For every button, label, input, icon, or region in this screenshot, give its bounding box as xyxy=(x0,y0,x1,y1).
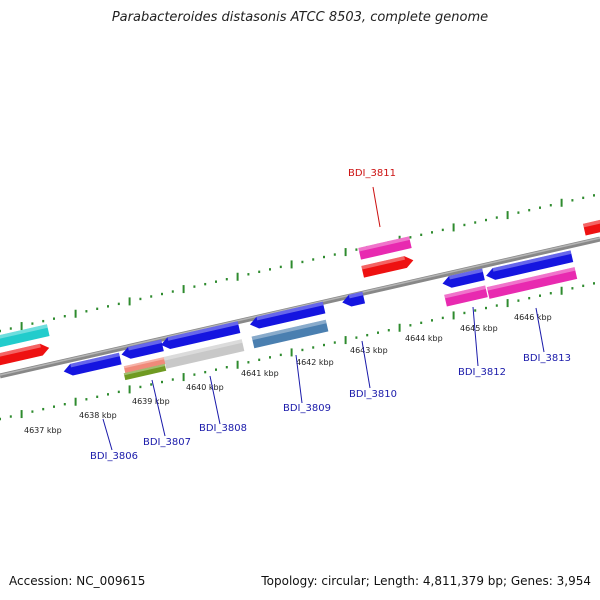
gene-bdi-3808-shine xyxy=(167,321,239,341)
feature-magenta-3812[interactable] xyxy=(444,285,488,307)
callout-line xyxy=(295,354,303,404)
gene-red-left[interactable] xyxy=(0,342,51,368)
gene-red-right-shine xyxy=(582,218,600,228)
feature-gray-body xyxy=(163,339,245,369)
gene-bdi-3810-body xyxy=(342,291,366,307)
genome-summary: Topology: circular; Length: 4,811,379 bp… xyxy=(261,574,591,588)
callout-line xyxy=(209,375,221,425)
gene-red-3811-body xyxy=(361,256,414,278)
gene-label-bdi-3810[interactable]: BDI_3810 xyxy=(349,389,397,400)
feature-magenta-3813-body xyxy=(486,267,578,299)
scale-label: 4642 kbp xyxy=(296,358,334,367)
feature-olive-body xyxy=(123,363,167,381)
scale-labels: 4637 kbp 4638 kbp 4639 kbp 4640 kbp 4641 kbp… xyxy=(24,313,552,435)
gene-bdi-3811[interactable] xyxy=(358,236,412,260)
gene-bdi-3810-shine xyxy=(348,291,364,299)
gene-cyan-left-shine xyxy=(0,324,48,342)
gene-label-bdi-3807[interactable]: BDI_3807 xyxy=(143,437,191,448)
feature-salmon[interactable] xyxy=(123,356,167,374)
gene-bdi-3812-body xyxy=(442,268,485,288)
gene-red-right[interactable] xyxy=(582,218,600,236)
genome-title: Parabacteroides distasonis ATCC 8503, co… xyxy=(111,10,489,25)
gene-track xyxy=(0,218,600,381)
scale-label: 4638 kbp xyxy=(79,411,117,420)
gene-bdi-3806-body xyxy=(63,352,122,376)
gene-bdi-3806-shine xyxy=(70,352,120,368)
callout-line xyxy=(102,418,113,451)
gene-bdi-3813-body xyxy=(486,250,574,280)
gene-bdi-3812-shine xyxy=(448,268,483,280)
scale-label: 4637 kbp xyxy=(24,426,62,435)
gene-red-left-shine xyxy=(0,343,41,360)
gene-red-3811[interactable] xyxy=(361,254,414,278)
feature-olive-shine xyxy=(123,363,166,376)
callout-line xyxy=(361,340,371,389)
gene-bdi-3810[interactable] xyxy=(341,291,366,309)
feature-gray[interactable] xyxy=(163,339,245,369)
gene-label-bdi-3812[interactable]: BDI_3812 xyxy=(458,367,506,378)
scale-label: 4644 kbp xyxy=(405,334,443,343)
feature-magenta-3813-shine xyxy=(486,267,576,291)
gene-bdi-3808[interactable] xyxy=(160,321,241,351)
feature-steel-body xyxy=(251,319,329,349)
scale-ticks-lower xyxy=(0,282,595,421)
scale-label: 4645 kbp xyxy=(460,324,498,333)
gene-red-3811-shine xyxy=(361,256,406,270)
scale-label: 4643 kbp xyxy=(350,346,388,355)
feature-steel-shine xyxy=(251,319,327,341)
feature-salmon-shine xyxy=(123,356,166,369)
gene-callouts: BDI_3806 BDI_3807 BDI_3808 BDI_3809 BDI_3810… xyxy=(90,168,571,462)
feature-magenta-3812-shine xyxy=(444,285,486,299)
feature-olive[interactable] xyxy=(123,363,167,381)
feature-magenta-3812-body xyxy=(444,285,488,307)
callout-line xyxy=(151,379,166,437)
gene-bdi-3808-body xyxy=(161,321,241,349)
gene-bdi-3809-shine xyxy=(256,301,324,321)
scale-label: 4640 kbp xyxy=(186,383,224,392)
callout-line xyxy=(535,307,545,353)
gene-bdi-3811-body xyxy=(358,236,412,260)
scale-label: 4641 kbp xyxy=(241,369,279,378)
gene-cyan-left-body xyxy=(0,324,50,350)
gene-bdi-3813-shine xyxy=(492,250,572,272)
feature-steel[interactable] xyxy=(251,319,329,349)
feature-magenta-3813[interactable] xyxy=(486,267,578,299)
gene-bdi-3809-body xyxy=(249,301,326,329)
genome-backbone-highlight xyxy=(0,237,600,376)
gene-bdi-3807-shine xyxy=(127,339,162,351)
gene-bdi-3809[interactable] xyxy=(249,301,326,331)
feature-salmon-body xyxy=(123,356,167,374)
feature-gray-shine xyxy=(163,339,243,361)
gene-label-bdi-3808[interactable]: BDI_3808 xyxy=(199,423,247,434)
gene-label-bdi-3813[interactable]: BDI_3813 xyxy=(523,353,571,364)
gene-bdi-3811-shine xyxy=(358,236,410,252)
scale-label: 4646 kbp xyxy=(514,313,552,322)
gene-bdi-3806[interactable] xyxy=(62,352,122,378)
scale-label: 4639 kbp xyxy=(132,397,170,406)
gene-red-right-body xyxy=(582,218,600,236)
gene-bdi-3807[interactable] xyxy=(120,339,164,360)
gene-label-bdi-3806[interactable]: BDI_3806 xyxy=(90,451,138,462)
gene-label-bdi-3811[interactable]: BDI_3811 xyxy=(348,168,396,179)
accession-text: Accession: NC_009615 xyxy=(9,574,146,588)
gene-red-left-body xyxy=(0,343,50,368)
gene-bdi-3813[interactable] xyxy=(485,250,574,281)
gene-bdi-3812[interactable] xyxy=(441,268,485,289)
callout-line xyxy=(372,186,381,228)
gene-label-bdi-3809[interactable]: BDI_3809 xyxy=(283,403,331,414)
gene-cyan-left[interactable] xyxy=(0,324,50,350)
gene-bdi-3807-body xyxy=(121,339,164,359)
callout-line xyxy=(472,306,479,367)
